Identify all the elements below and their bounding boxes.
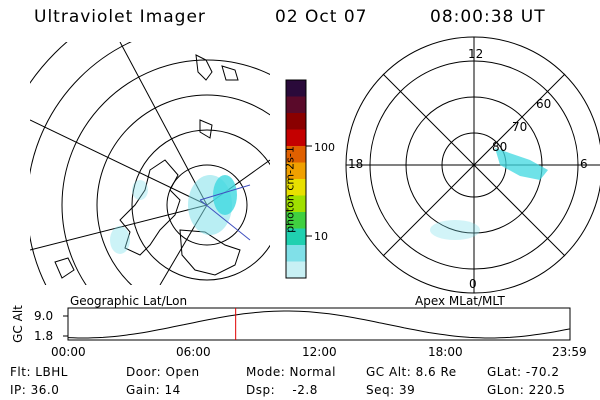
colorbar-tick-100: 100	[314, 141, 335, 154]
date-label: 02 Oct 07	[275, 7, 368, 27]
info-gain: Gain: 14	[126, 383, 181, 397]
colorbar-unit-label: photon cm-2s-1	[283, 146, 297, 233]
apex-polar-plot	[345, 36, 600, 294]
orbit-xtick-1: 06:00	[176, 345, 211, 359]
colorbar-band	[286, 228, 306, 246]
colorbar-band	[286, 179, 306, 196]
info-ip: IP: 36.0	[10, 383, 60, 397]
mlt-label-12: 12	[468, 47, 484, 61]
mlt-label-18: 18	[348, 157, 364, 171]
colorbar-band	[286, 162, 306, 180]
app-title: Ultraviolet Imager	[34, 7, 206, 27]
colorbar-tick-10: 10	[314, 230, 328, 243]
mlt-label-0: 0	[469, 277, 477, 291]
info-seq: Seq: 39	[366, 383, 416, 397]
info-filter: Flt: LBHL	[10, 365, 68, 379]
orbit-ylabel: GC Alt	[11, 305, 25, 343]
info-gc-alt: GC Alt: 8.6 Re	[366, 365, 457, 379]
time-label: 08:00:38 UT	[430, 7, 546, 27]
colorbar-band	[286, 261, 306, 279]
orbit-xtick-0: 00:00	[51, 345, 86, 359]
left-panel-caption: Geographic Lat/Lon	[70, 294, 188, 308]
orbit-ytick-9: 9.0	[34, 309, 54, 323]
info-mode: Mode: Normal	[246, 365, 336, 379]
colorbar-band	[286, 195, 306, 213]
colorbar	[286, 80, 306, 279]
orbit-xtick-4: 23:59	[552, 345, 587, 359]
colorbar-band	[286, 113, 306, 130]
lat-label-60: 60	[536, 97, 552, 111]
colorbar-band	[286, 146, 306, 163]
orbit-ytick-1-8: 1.8	[34, 329, 54, 343]
lat-label-70: 70	[512, 120, 528, 134]
colorbar-band	[286, 96, 306, 114]
right-panel-caption: Apex MLat/MLT	[415, 294, 505, 308]
lat-label-80: 80	[492, 140, 508, 154]
orbit-xtick-2: 12:00	[302, 345, 337, 359]
colorbar-band	[286, 129, 306, 147]
info-glat: GLat: -70.2	[487, 365, 560, 379]
colorbar-band	[286, 212, 306, 229]
colorbar-band	[286, 245, 306, 262]
orbit-plot	[63, 307, 571, 341]
info-glon: GLon: 220.5	[487, 383, 566, 397]
info-door: Door: Open	[126, 365, 200, 379]
orbit-xtick-3: 18:00	[428, 345, 463, 359]
colorbar-band	[286, 80, 306, 97]
info-dsp: Dsp: -2.8	[246, 383, 318, 397]
mlt-label-6: 6	[580, 157, 588, 171]
